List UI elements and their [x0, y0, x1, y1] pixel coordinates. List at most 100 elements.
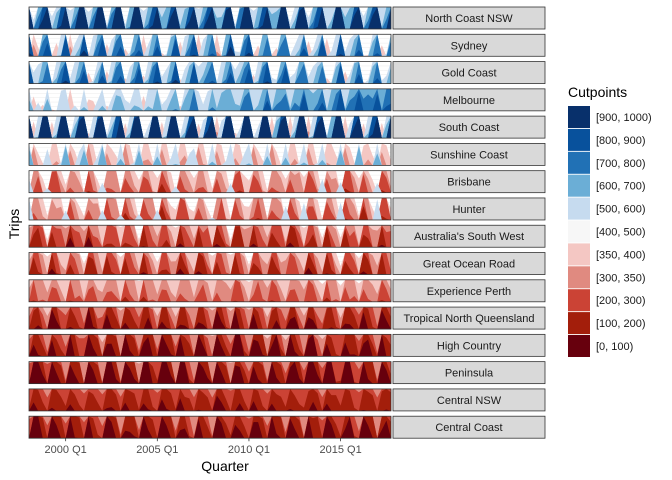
- horizon-band: [29, 334, 391, 357]
- panel-border: [28, 361, 392, 385]
- strip-label: Sunshine Coast: [430, 149, 508, 161]
- strip-label: Central NSW: [437, 395, 502, 407]
- strip-background: [392, 142, 546, 166]
- legend-label: [300, 350): [596, 272, 646, 284]
- horizon-series: [29, 388, 391, 411]
- horizon-series: [29, 61, 391, 84]
- strip-label: Experience Perth: [427, 286, 511, 298]
- panel: Tropical North Queensland: [28, 306, 546, 330]
- legend-swatch: [568, 243, 590, 266]
- horizon-band: [29, 197, 391, 220]
- horizon-band: [29, 143, 391, 166]
- strip-label: Melbourne: [443, 95, 495, 107]
- horizon-band: [29, 61, 391, 84]
- panel-border: [28, 333, 392, 357]
- panel: High Country: [28, 333, 546, 357]
- strip-label: Tropical North Queensland: [403, 313, 534, 325]
- strip-background: [392, 33, 546, 57]
- strip-background: [392, 170, 546, 194]
- horizon-series: [29, 34, 391, 57]
- strip-background: [392, 115, 546, 139]
- panel: Sunshine Coast: [28, 142, 546, 166]
- panels: North Coast NSW Sydney Gold Coast Melbourne…: [28, 6, 546, 439]
- x-tick-label: 2005 Q1: [136, 444, 178, 456]
- panel-border: [28, 415, 392, 439]
- strip-background: [392, 279, 546, 303]
- strip-label: Hunter: [452, 204, 485, 216]
- legend-swatch: [568, 197, 590, 220]
- horizon-band: [29, 197, 391, 220]
- horizon-band: [29, 252, 391, 275]
- horizon-series: [29, 197, 391, 220]
- strip-background: [392, 388, 546, 412]
- panel: Australia's South West: [28, 224, 546, 248]
- legend-label: [350, 400): [596, 249, 646, 261]
- strip-label: High Country: [437, 340, 502, 352]
- panel: Gold Coast: [28, 61, 546, 84]
- legend-swatch: [568, 174, 590, 197]
- panel-border: [28, 224, 392, 248]
- horizon-series: [29, 334, 391, 357]
- horizon-band: [29, 145, 391, 166]
- horizon-band: [29, 307, 391, 330]
- horizon-band: [29, 416, 391, 439]
- horizon-band: [29, 307, 391, 330]
- panel-border: [28, 197, 392, 221]
- panel-border: [28, 115, 392, 139]
- legend-label: [0, 100): [596, 341, 633, 353]
- strip-label: Sydney: [451, 40, 488, 52]
- legend-swatch: [568, 106, 590, 128]
- panel-border: [28, 88, 392, 112]
- strip-background: [392, 88, 546, 112]
- legend-swatch: [568, 151, 590, 174]
- horizon-series: [29, 279, 391, 302]
- strip-background: [392, 197, 546, 221]
- horizon-band: [29, 361, 391, 384]
- panel: Melbourne: [28, 88, 546, 112]
- strip-background: [392, 6, 546, 30]
- strip-background: [392, 306, 546, 330]
- horizon-band: [29, 279, 391, 302]
- panel-border: [28, 388, 392, 412]
- legend-swatch: [568, 266, 590, 289]
- panel: Central Coast: [28, 415, 546, 439]
- legend-title: Cutpoints: [568, 84, 627, 100]
- horizon-series: [29, 361, 391, 384]
- panel-border: [28, 33, 392, 57]
- panel: North Coast NSW: [28, 6, 546, 30]
- horizon-band: [29, 179, 391, 193]
- horizon-series: [29, 307, 391, 330]
- horizon-band: [29, 170, 391, 193]
- panel-border: [28, 61, 392, 84]
- legend: Cutpoints [900, 1000) [800, 900) [700, 800…: [568, 84, 652, 357]
- legend-label: [400, 500): [596, 227, 646, 239]
- strip-background: [392, 224, 546, 248]
- strip-label: Brisbane: [447, 177, 490, 189]
- horizon-band: [29, 7, 391, 29]
- legend-label: [700, 800): [596, 158, 646, 170]
- panel: Hunter: [28, 197, 546, 221]
- panel: South Coast: [28, 115, 546, 139]
- legend-swatch: [568, 335, 590, 357]
- legend-label: [900, 1000): [596, 112, 652, 124]
- legend-label: [600, 700): [596, 181, 646, 193]
- horizon-band: [29, 34, 391, 57]
- panel: Experience Perth: [28, 279, 546, 303]
- legend-swatch: [568, 312, 590, 335]
- horizon-band: [29, 252, 391, 275]
- legend-label: [500, 600): [596, 204, 646, 216]
- panel-border: [28, 6, 392, 30]
- x-axis-title: Quarter: [201, 458, 249, 474]
- strip-label: South Coast: [439, 122, 500, 134]
- panel-border: [28, 279, 392, 303]
- horizon-series: [29, 252, 391, 275]
- x-axis: 2000 Q1 2005 Q1 2010 Q1 2015 Q1: [45, 438, 362, 456]
- horizon-band: [29, 334, 391, 357]
- panel: Great Ocean Road: [28, 252, 546, 275]
- strip-label: Australia's South West: [414, 231, 524, 243]
- horizon-series: [29, 143, 391, 166]
- horizon-band: [29, 225, 391, 248]
- legend-label: [800, 900): [596, 135, 646, 147]
- x-tick-label: 2010 Q1: [228, 444, 270, 456]
